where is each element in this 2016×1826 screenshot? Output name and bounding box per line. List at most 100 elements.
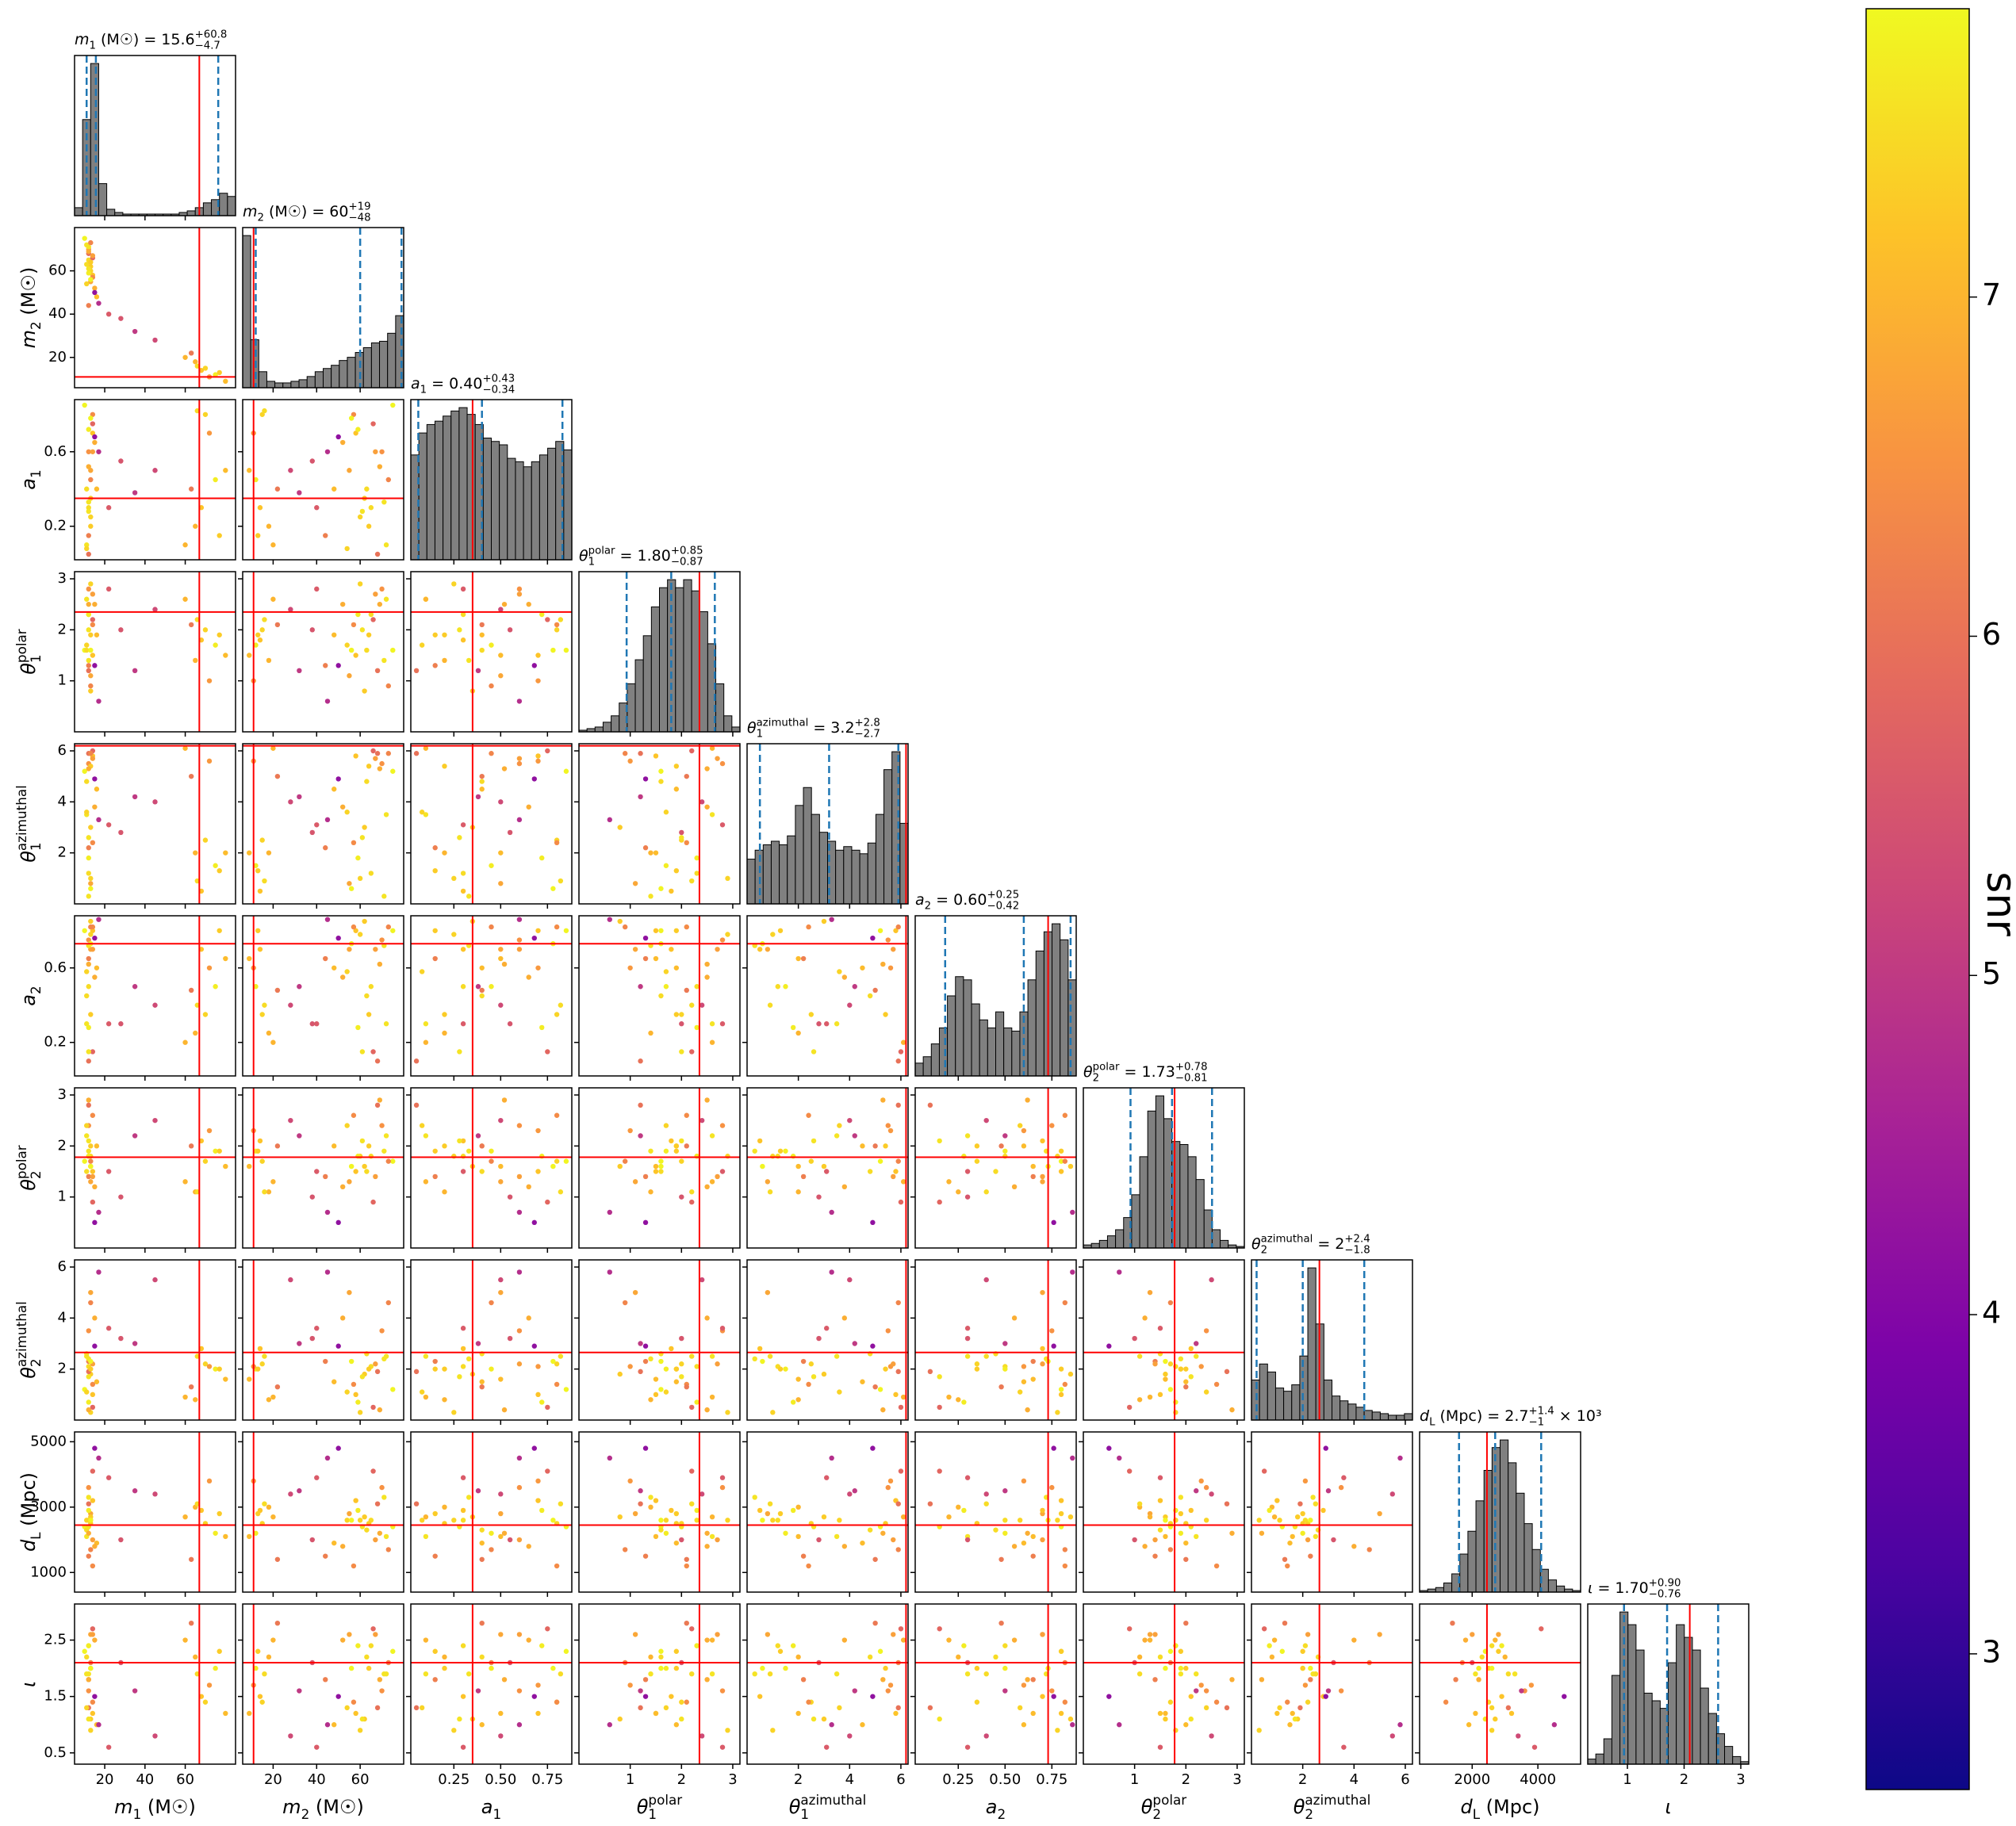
sample-point	[88, 1518, 94, 1523]
panel-border	[242, 743, 404, 905]
sample-point	[105, 822, 112, 828]
sample-point	[152, 1117, 158, 1124]
sample-point	[332, 1540, 337, 1546]
sample-point	[132, 1133, 138, 1139]
sample-point	[821, 918, 827, 924]
sample-point	[684, 1699, 689, 1705]
panel-border	[1083, 1259, 1245, 1421]
sample-point	[648, 894, 653, 899]
sample-point	[806, 1112, 811, 1118]
points	[82, 1620, 228, 1750]
y-axis-label: ι	[17, 1681, 40, 1687]
sample-point	[1157, 1326, 1163, 1331]
sample-point	[767, 1353, 773, 1359]
label-part: θ	[17, 1179, 40, 1191]
panel-border	[410, 743, 573, 905]
sample-point	[498, 1117, 504, 1124]
sample-point	[1021, 1540, 1027, 1546]
sample-point	[132, 1488, 138, 1494]
sample-point	[266, 1654, 272, 1660]
sample-point	[88, 1179, 94, 1185]
label-part: m	[75, 31, 90, 48]
sample-point	[632, 947, 638, 952]
sample-point	[1229, 1530, 1235, 1536]
sample-point	[1040, 1173, 1045, 1180]
panel-frame	[75, 572, 236, 732]
sample-point	[627, 1127, 633, 1134]
x-tick-label: 60	[351, 1771, 370, 1788]
sample-point	[460, 637, 466, 643]
sample-point	[516, 1688, 523, 1694]
sample-point	[84, 1389, 90, 1395]
label-part: azimuthal	[757, 717, 809, 729]
label-part: 2	[28, 986, 44, 994]
sample-point	[1224, 1369, 1230, 1375]
hist-bar	[1684, 1637, 1693, 1765]
label-part: θ	[789, 1796, 801, 1818]
sample-point	[323, 955, 328, 962]
hist-bar	[963, 979, 972, 1077]
sample-point	[877, 1648, 883, 1654]
sample-point	[669, 1694, 674, 1699]
sample-point	[1473, 1710, 1478, 1717]
panel-frame	[75, 1260, 236, 1420]
colorbar-tick-label: 6	[1982, 617, 2001, 652]
sample-point	[679, 1021, 684, 1027]
sample-point	[347, 1632, 352, 1637]
sample-point	[96, 1455, 102, 1461]
sample-point	[669, 888, 674, 894]
sample-point	[961, 1507, 967, 1514]
sample-point	[887, 965, 894, 970]
sample-point	[86, 657, 91, 664]
sample-point	[679, 1374, 684, 1380]
points	[82, 917, 228, 1064]
sample-point	[891, 1361, 896, 1367]
panel-frame	[411, 572, 572, 732]
sample-point	[993, 1169, 998, 1174]
sample-point	[1188, 1346, 1194, 1352]
sample-point	[90, 1563, 96, 1569]
sample-point	[837, 1389, 842, 1395]
sample-point	[255, 632, 261, 637]
sample-point	[689, 1353, 695, 1359]
hist-bar	[803, 787, 812, 905]
sample-point	[719, 1123, 726, 1128]
sample-point	[824, 1744, 830, 1750]
sample-point	[760, 1518, 765, 1523]
sample-point	[262, 408, 267, 414]
sample-point	[86, 1507, 91, 1514]
points	[607, 745, 730, 899]
y-tick-label: 1000	[30, 1564, 67, 1580]
sample-point	[255, 1148, 261, 1154]
sample-point	[374, 1705, 381, 1711]
sample-point	[704, 1315, 710, 1321]
sample-point	[885, 1484, 891, 1491]
sample-point	[501, 961, 508, 967]
sample-point	[622, 1300, 628, 1306]
label-part: −0.34	[482, 385, 515, 396]
sample-point	[1178, 1356, 1184, 1362]
sample-point	[479, 622, 485, 628]
sample-point	[554, 1381, 560, 1388]
scatter-panel	[574, 743, 741, 909]
sample-point	[1473, 1671, 1478, 1677]
sample-point	[516, 1537, 523, 1543]
sample-point	[1157, 1527, 1163, 1533]
sample-point	[877, 1158, 883, 1164]
y-tick-label: 3000	[30, 1499, 67, 1515]
sample-point	[679, 829, 684, 836]
sample-point	[479, 1527, 485, 1533]
sample-point	[88, 886, 94, 891]
sample-point	[479, 1556, 485, 1562]
sample-point	[673, 965, 680, 970]
sample-point	[1323, 1694, 1328, 1699]
sample-point	[1152, 1361, 1158, 1367]
sample-point	[255, 1366, 261, 1372]
x-tick-label: 1	[1130, 1771, 1139, 1788]
sample-point	[92, 776, 98, 782]
panel-border	[74, 227, 236, 389]
sample-point	[118, 1335, 124, 1342]
panel-frame	[747, 1604, 908, 1764]
sample-point	[501, 1097, 508, 1103]
sample-point	[1261, 1468, 1267, 1474]
